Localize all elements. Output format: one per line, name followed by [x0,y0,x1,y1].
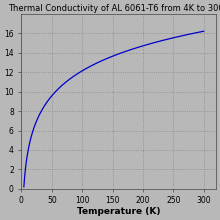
X-axis label: Temperature (K): Temperature (K) [77,207,160,216]
Title: Thermal Conductivity of AL 6061-T6 from 4K to 300K: Thermal Conductivity of AL 6061-T6 from … [8,4,220,13]
